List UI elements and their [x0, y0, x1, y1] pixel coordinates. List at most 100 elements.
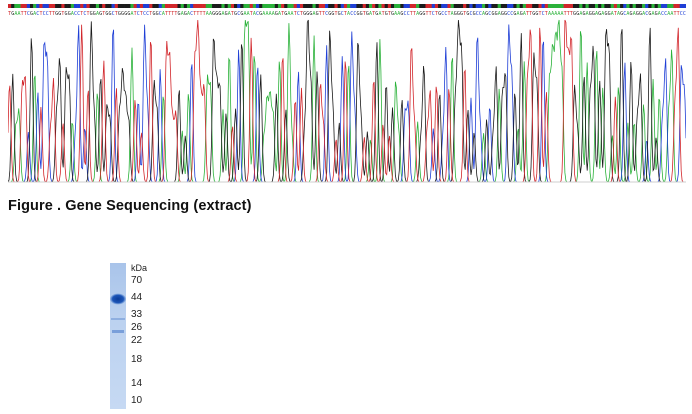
base-call-block — [566, 4, 571, 8]
base-call-block — [80, 4, 84, 8]
base-call-letter: A — [17, 11, 20, 17]
base-call-block — [212, 4, 216, 8]
base-call-letter: G — [466, 11, 469, 17]
base-call-block — [17, 4, 21, 8]
base-call-letter: A — [262, 11, 265, 17]
base-call-letter: T — [564, 11, 567, 17]
base-call-block — [368, 4, 373, 8]
base-call-block — [362, 4, 367, 8]
base-call-block — [321, 4, 326, 8]
base-call-block — [503, 4, 508, 8]
base-call-letter: G — [215, 11, 218, 17]
base-call-block — [161, 4, 166, 8]
base-call-letter: G — [457, 11, 460, 17]
base-call-strip — [8, 4, 686, 8]
base-call-letter: G — [156, 11, 159, 17]
base-call-letter: G — [576, 11, 579, 17]
base-call-block — [425, 4, 429, 8]
base-call-letter: A — [667, 11, 670, 17]
base-call-letter: T — [677, 11, 680, 17]
base-call-letter: G — [93, 11, 96, 17]
base-call-letter: T — [410, 11, 413, 17]
base-call-letter: A — [416, 11, 419, 17]
base-call-block — [306, 4, 310, 8]
base-call-block — [146, 4, 150, 8]
base-call-block — [588, 4, 593, 8]
gel-bands — [110, 293, 126, 333]
base-call-block — [277, 4, 282, 8]
base-call-block — [485, 4, 489, 8]
base-call-block — [419, 4, 423, 8]
base-call-letter: A — [187, 11, 190, 17]
base-call-block — [654, 4, 659, 8]
base-call-letter: T — [134, 11, 137, 17]
base-call-block — [472, 4, 476, 8]
base-call-letter: T — [281, 11, 284, 17]
base-call-letter: G — [184, 11, 187, 17]
base-call-block — [494, 4, 498, 8]
base-call-letter: G — [309, 11, 312, 17]
base-call-letter: C — [542, 11, 545, 17]
base-call-letter: C — [353, 11, 356, 17]
base-call-letter: T — [8, 11, 11, 17]
base-call-letter: G — [30, 11, 33, 17]
base-call-letter: C — [510, 11, 513, 17]
base-call-letter: A — [595, 11, 598, 17]
base-call-letter: G — [68, 11, 71, 17]
base-call-letter: G — [648, 11, 651, 17]
base-call-block — [133, 4, 137, 8]
base-call-block — [409, 4, 414, 8]
base-call-letter: T — [545, 11, 548, 17]
base-call-block — [265, 4, 269, 8]
base-call-block — [318, 4, 323, 8]
base-call-letter: T — [363, 11, 366, 17]
base-call-block — [309, 4, 313, 8]
base-call-block — [20, 4, 24, 8]
base-call-block — [61, 4, 65, 8]
base-call-letter: T — [24, 11, 27, 17]
base-call-block — [563, 4, 568, 8]
base-call-letter: G — [485, 11, 488, 17]
base-call-letter: T — [529, 11, 532, 17]
base-call-letter: T — [322, 11, 325, 17]
base-call-block — [431, 4, 436, 8]
base-call-letter: G — [366, 11, 369, 17]
base-call-block — [610, 4, 615, 8]
base-call-letter: G — [639, 11, 642, 17]
base-call-block — [397, 4, 401, 8]
marker-label: 33 — [131, 309, 143, 320]
base-call-letter: A — [498, 11, 501, 17]
base-call-letter: T — [372, 11, 375, 17]
base-call-block — [180, 4, 185, 8]
base-call-block — [259, 4, 263, 8]
base-call-block — [299, 4, 304, 8]
base-call-block — [422, 4, 426, 8]
base-call-block — [582, 4, 586, 8]
base-call-block — [130, 4, 134, 8]
base-call-letter: A — [269, 11, 272, 17]
base-call-letter: T — [171, 11, 174, 17]
base-call-block — [48, 4, 53, 8]
base-call-letter: T — [539, 11, 542, 17]
base-call-block — [284, 4, 288, 8]
base-call-block — [39, 4, 43, 8]
base-call-letter: G — [636, 11, 639, 17]
base-call-block — [152, 4, 156, 8]
base-call-block — [356, 4, 360, 8]
base-call-letter: A — [482, 11, 485, 17]
base-call-block — [673, 4, 677, 8]
base-call-letter: G — [331, 11, 334, 17]
base-call-letter: G — [454, 11, 457, 17]
base-call-letter: T — [382, 11, 385, 17]
base-call-letter: C — [404, 11, 407, 17]
base-call-block — [174, 4, 178, 8]
base-call-letter: G — [306, 11, 309, 17]
base-call-letter: A — [579, 11, 582, 17]
base-call-letter: A — [96, 11, 99, 17]
base-call-block — [642, 4, 646, 8]
base-call-letter: G — [513, 11, 516, 17]
gel-band-44kda — [110, 293, 126, 305]
base-call-block — [281, 4, 285, 8]
base-call-letter: T — [413, 11, 416, 17]
